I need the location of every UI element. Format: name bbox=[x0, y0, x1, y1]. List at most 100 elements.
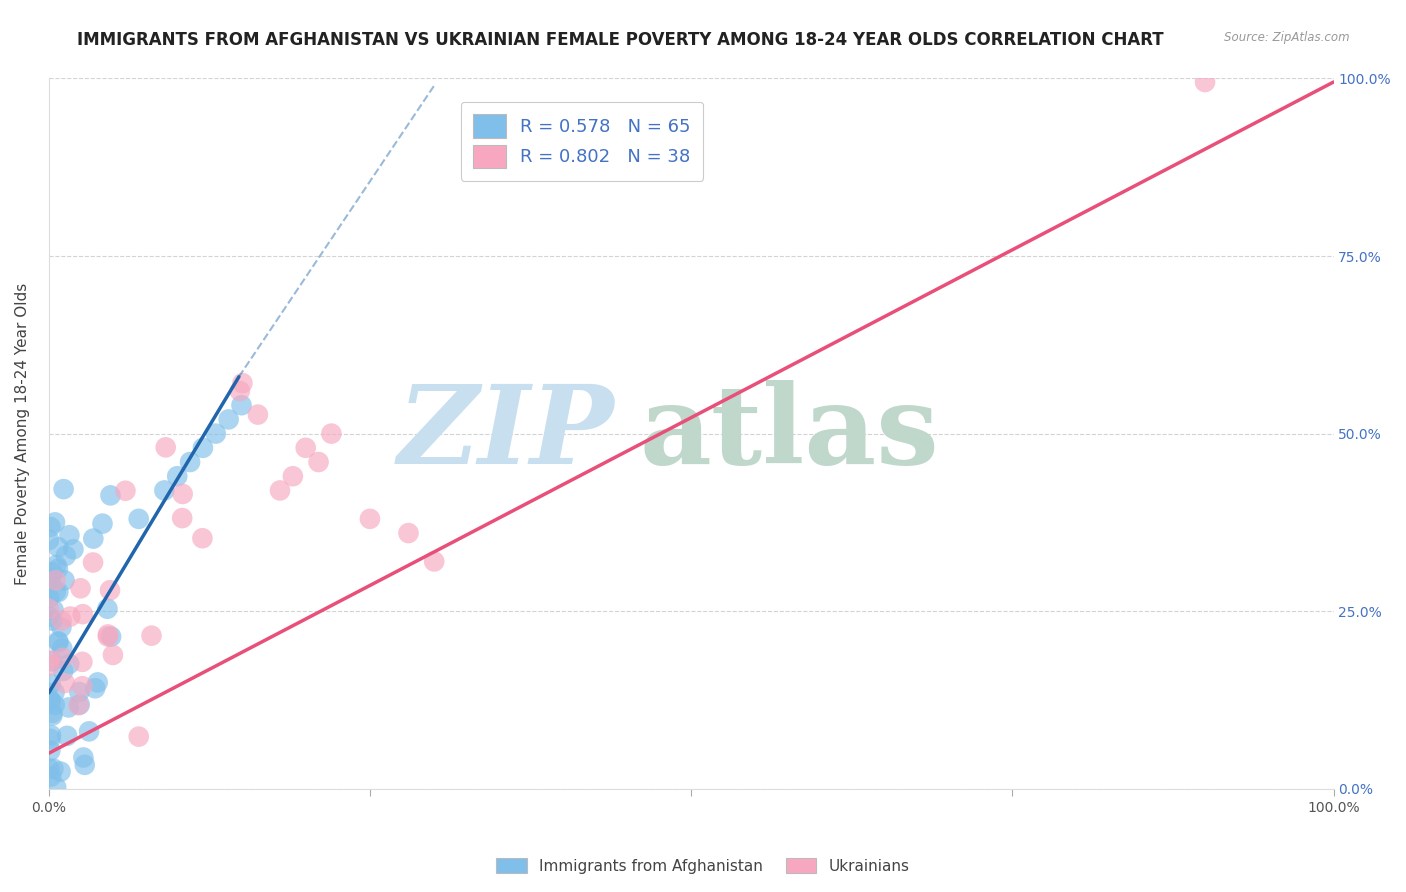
Point bbox=[38, 602, 60, 616]
Point bbox=[44, 698, 66, 712]
Point bbox=[155, 440, 177, 454]
Text: atlas: atlas bbox=[640, 380, 939, 487]
Point bbox=[39, 677, 62, 691]
Point bbox=[46, 540, 69, 554]
Point bbox=[39, 770, 62, 784]
Point bbox=[45, 558, 67, 572]
Point bbox=[72, 655, 94, 669]
Point bbox=[59, 609, 82, 624]
Point bbox=[51, 620, 73, 634]
Point bbox=[42, 603, 65, 617]
Point bbox=[41, 654, 63, 668]
Point bbox=[48, 635, 70, 649]
Point bbox=[82, 556, 104, 570]
Point bbox=[100, 488, 122, 502]
Point bbox=[204, 426, 226, 441]
Point bbox=[153, 483, 176, 498]
Point bbox=[191, 441, 214, 455]
Point bbox=[97, 630, 120, 644]
Point bbox=[86, 675, 108, 690]
Point bbox=[39, 694, 62, 708]
Point bbox=[128, 730, 150, 744]
Point bbox=[308, 455, 330, 469]
Point bbox=[73, 757, 96, 772]
Point bbox=[38, 653, 60, 667]
Point bbox=[98, 583, 121, 598]
Point bbox=[39, 728, 62, 742]
Point bbox=[53, 574, 76, 588]
Point bbox=[101, 648, 124, 662]
Point bbox=[269, 483, 291, 498]
Point bbox=[46, 562, 69, 576]
Point bbox=[39, 694, 62, 708]
Point bbox=[38, 762, 60, 776]
Point bbox=[38, 658, 60, 673]
Point bbox=[77, 724, 100, 739]
Point bbox=[172, 487, 194, 501]
Point bbox=[38, 609, 60, 624]
Point bbox=[39, 731, 62, 746]
Point bbox=[46, 634, 69, 648]
Point bbox=[45, 574, 67, 588]
Legend: R = 0.578   N = 65, R = 0.802   N = 38: R = 0.578 N = 65, R = 0.802 N = 38 bbox=[461, 102, 703, 180]
Point bbox=[91, 516, 114, 531]
Point bbox=[218, 412, 240, 426]
Point bbox=[38, 573, 60, 587]
Y-axis label: Female Poverty Among 18-24 Year Olds: Female Poverty Among 18-24 Year Olds bbox=[15, 283, 30, 585]
Point bbox=[38, 533, 60, 547]
Text: IMMIGRANTS FROM AFGHANISTAN VS UKRAINIAN FEMALE POVERTY AMONG 18-24 YEAR OLDS CO: IMMIGRANTS FROM AFGHANISTAN VS UKRAINIAN… bbox=[77, 31, 1164, 49]
Point bbox=[84, 681, 107, 696]
Point bbox=[41, 566, 63, 580]
Point bbox=[67, 698, 90, 713]
Point bbox=[39, 574, 62, 588]
Point bbox=[128, 512, 150, 526]
Point bbox=[45, 584, 67, 599]
Point bbox=[72, 750, 94, 764]
Point bbox=[38, 692, 60, 706]
Point bbox=[52, 664, 75, 678]
Point bbox=[53, 676, 76, 690]
Point bbox=[39, 744, 62, 758]
Point bbox=[51, 614, 73, 628]
Point bbox=[49, 764, 72, 779]
Point bbox=[41, 708, 63, 723]
Point bbox=[166, 469, 188, 483]
Point bbox=[42, 762, 65, 776]
Point bbox=[41, 706, 63, 720]
Point bbox=[67, 685, 90, 699]
Point bbox=[321, 426, 343, 441]
Point bbox=[423, 554, 446, 568]
Point bbox=[97, 627, 120, 641]
Point bbox=[231, 376, 253, 390]
Point bbox=[55, 549, 77, 563]
Point bbox=[281, 469, 304, 483]
Point bbox=[114, 483, 136, 498]
Point bbox=[82, 532, 104, 546]
Point bbox=[58, 528, 80, 542]
Point bbox=[100, 630, 122, 644]
Point bbox=[58, 700, 80, 714]
Text: Source: ZipAtlas.com: Source: ZipAtlas.com bbox=[1225, 31, 1350, 45]
Point bbox=[96, 601, 118, 615]
Point bbox=[39, 520, 62, 534]
Point bbox=[45, 780, 67, 795]
Point bbox=[191, 531, 214, 545]
Point bbox=[72, 607, 94, 622]
Point bbox=[41, 614, 63, 628]
Text: ZIP: ZIP bbox=[398, 380, 614, 487]
Point bbox=[69, 582, 91, 596]
Point bbox=[58, 657, 80, 671]
Point bbox=[72, 679, 94, 693]
Point bbox=[179, 455, 201, 469]
Point bbox=[359, 512, 381, 526]
Point bbox=[398, 526, 420, 541]
Point bbox=[294, 441, 316, 455]
Point bbox=[44, 516, 66, 530]
Point bbox=[52, 651, 75, 665]
Point bbox=[141, 629, 163, 643]
Point bbox=[48, 585, 70, 599]
Point bbox=[69, 698, 91, 712]
Point bbox=[229, 384, 252, 398]
Point bbox=[51, 641, 73, 656]
Point bbox=[44, 685, 66, 699]
